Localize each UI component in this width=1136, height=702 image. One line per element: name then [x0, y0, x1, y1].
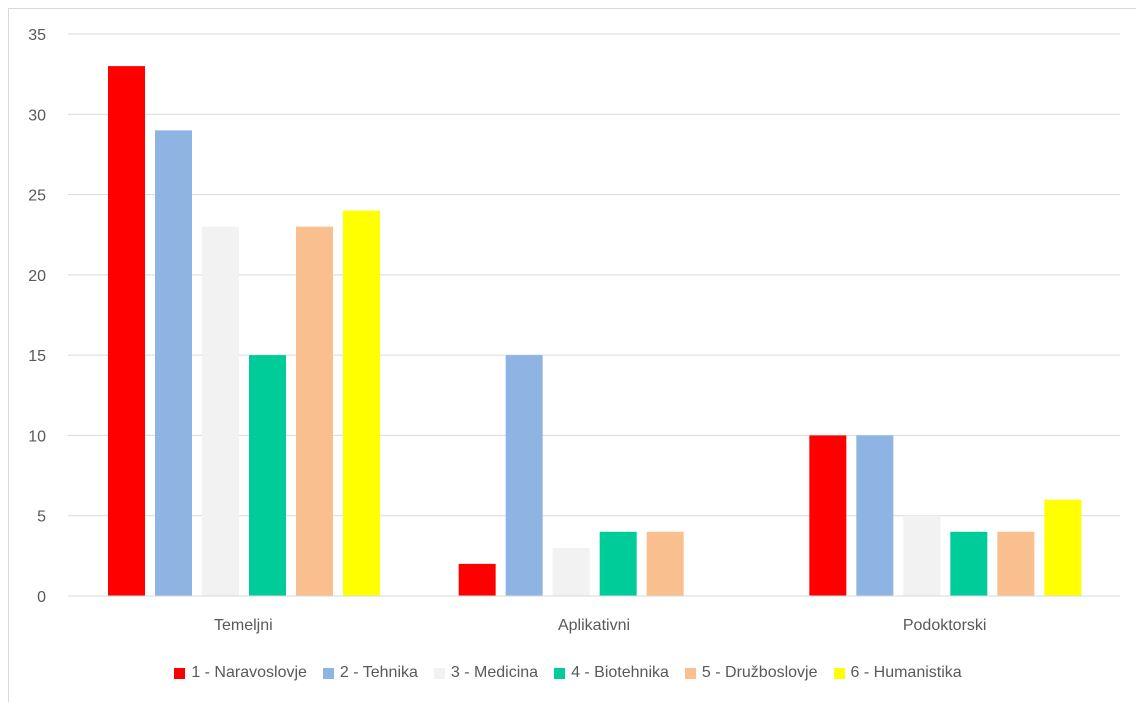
chart-legend: 1 - Naravoslovje 2 - Tehnika 3 - Medicina 4…: [0, 664, 1136, 682]
bar-chart: 0 5 10 15 20 25 30 35 Temeljni Aplikativni Podokto…: [28, 27, 1120, 634]
legend-swatch: [554, 667, 566, 679]
y-tick-label: 10: [28, 428, 46, 445]
legend-swatch: [322, 667, 334, 679]
bar-4-biotehnika-aplikativni: [599, 531, 637, 596]
bar-4-biotehnika-temeljni: [249, 355, 286, 596]
bar-2-tehnika-podoktorski: [856, 435, 894, 596]
legend-label: 2 - Tehnika: [339, 664, 418, 681]
bar-5-dru-boslovje-podoktorski: [997, 531, 1035, 596]
y-tick-label: 35: [28, 27, 46, 44]
legend-label: 3 - Medicina: [450, 664, 539, 681]
x-category-label: Temeljni: [214, 617, 273, 634]
legend-item: 6 - Humanistika: [833, 664, 962, 682]
legend-item: 5 - Družboslovje: [684, 664, 818, 682]
bar-1-naravoslovje-aplikativni: [458, 563, 496, 596]
bar-5-dru-boslovje-aplikativni: [646, 531, 684, 596]
legend-swatch: [174, 667, 186, 679]
bar-1-naravoslovje-temeljni: [108, 66, 145, 597]
legend-item: 1 - Naravoslovje: [174, 664, 307, 682]
bar-2-tehnika-aplikativni: [505, 355, 543, 596]
y-tick-label: 25: [28, 188, 46, 205]
y-tick-label: 0: [37, 589, 46, 606]
x-category-label: Podoktorski: [903, 617, 987, 634]
bar-5-dru-boslovje-temeljni: [296, 226, 333, 596]
chart-frame: [8, 8, 1136, 702]
bar-4-biotehnika-podoktorski: [950, 531, 988, 596]
y-tick-label: 15: [28, 348, 46, 365]
legend-label: 1 - Naravoslovje: [191, 664, 307, 681]
y-tick-label: 30: [28, 107, 46, 124]
legend-swatch: [684, 667, 696, 679]
bar-3-medicina-podoktorski: [903, 515, 941, 596]
y-tick-label: 5: [37, 509, 46, 526]
x-category-label: Aplikativni: [558, 617, 630, 634]
legend-label: 6 - Humanistika: [850, 664, 962, 681]
legend-item: 4 - Biotehnika: [554, 664, 669, 682]
legend-label: 5 - Družboslovje: [701, 664, 818, 681]
bar-3-medicina-temeljni: [202, 226, 239, 596]
bar-2-tehnika-temeljni: [155, 130, 192, 597]
bar-6-humanistika-podoktorski: [1044, 499, 1082, 596]
legend-label: 4 - Biotehnika: [571, 664, 669, 681]
legend-item: 3 - Medicina: [433, 664, 539, 682]
legend-swatch: [833, 667, 845, 679]
legend-item: 2 - Tehnika: [322, 664, 418, 682]
y-tick-label: 20: [28, 268, 46, 285]
bar-3-medicina-aplikativni: [552, 547, 590, 596]
bar-6-humanistika-temeljni: [343, 210, 380, 596]
bar-1-naravoslovje-podoktorski: [809, 435, 847, 596]
legend-swatch: [433, 667, 445, 679]
